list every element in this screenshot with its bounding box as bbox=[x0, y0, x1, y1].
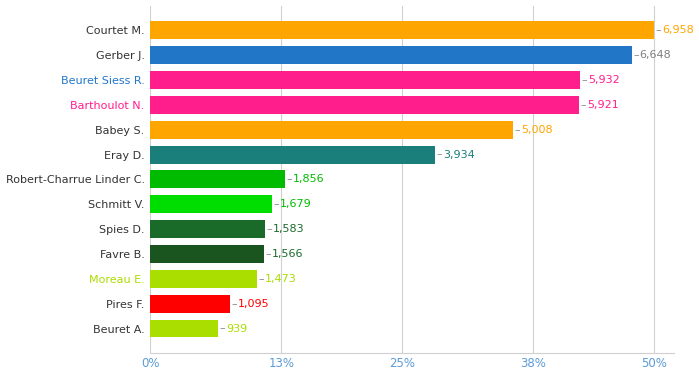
Text: 1,566: 1,566 bbox=[272, 249, 303, 259]
Bar bbox=[150, 270, 257, 288]
Bar bbox=[150, 46, 632, 64]
Bar bbox=[150, 295, 229, 312]
Text: 1,679: 1,679 bbox=[280, 199, 312, 209]
Bar bbox=[150, 195, 272, 213]
Text: –: – bbox=[286, 174, 291, 184]
Text: 5,932: 5,932 bbox=[588, 75, 619, 85]
Text: –: – bbox=[266, 224, 272, 234]
Text: 6,648: 6,648 bbox=[640, 50, 672, 60]
Text: 1,095: 1,095 bbox=[238, 299, 269, 309]
Text: –: – bbox=[582, 75, 587, 85]
Text: 939: 939 bbox=[226, 323, 247, 334]
Text: 1,856: 1,856 bbox=[293, 174, 324, 184]
Bar bbox=[150, 220, 265, 238]
Text: 5,921: 5,921 bbox=[587, 100, 619, 110]
Text: –: – bbox=[231, 299, 237, 309]
Bar bbox=[150, 320, 218, 338]
Bar bbox=[150, 21, 654, 39]
Text: –: – bbox=[580, 100, 586, 110]
Bar bbox=[150, 170, 284, 188]
Bar bbox=[150, 96, 579, 114]
Text: –: – bbox=[273, 199, 279, 209]
Text: 3,934: 3,934 bbox=[443, 150, 475, 159]
Text: –: – bbox=[514, 125, 520, 135]
Text: –: – bbox=[656, 25, 661, 35]
Text: 6,958: 6,958 bbox=[662, 25, 694, 35]
Text: 1,473: 1,473 bbox=[265, 274, 296, 284]
Bar bbox=[150, 146, 435, 164]
Text: –: – bbox=[219, 323, 225, 334]
Bar bbox=[150, 245, 264, 263]
Bar bbox=[150, 71, 579, 89]
Text: –: – bbox=[259, 274, 264, 284]
Text: –: – bbox=[265, 249, 271, 259]
Text: 5,008: 5,008 bbox=[521, 125, 552, 135]
Text: 1,583: 1,583 bbox=[273, 224, 305, 234]
Text: –: – bbox=[437, 150, 442, 159]
Bar bbox=[150, 121, 513, 139]
Text: –: – bbox=[633, 50, 639, 60]
